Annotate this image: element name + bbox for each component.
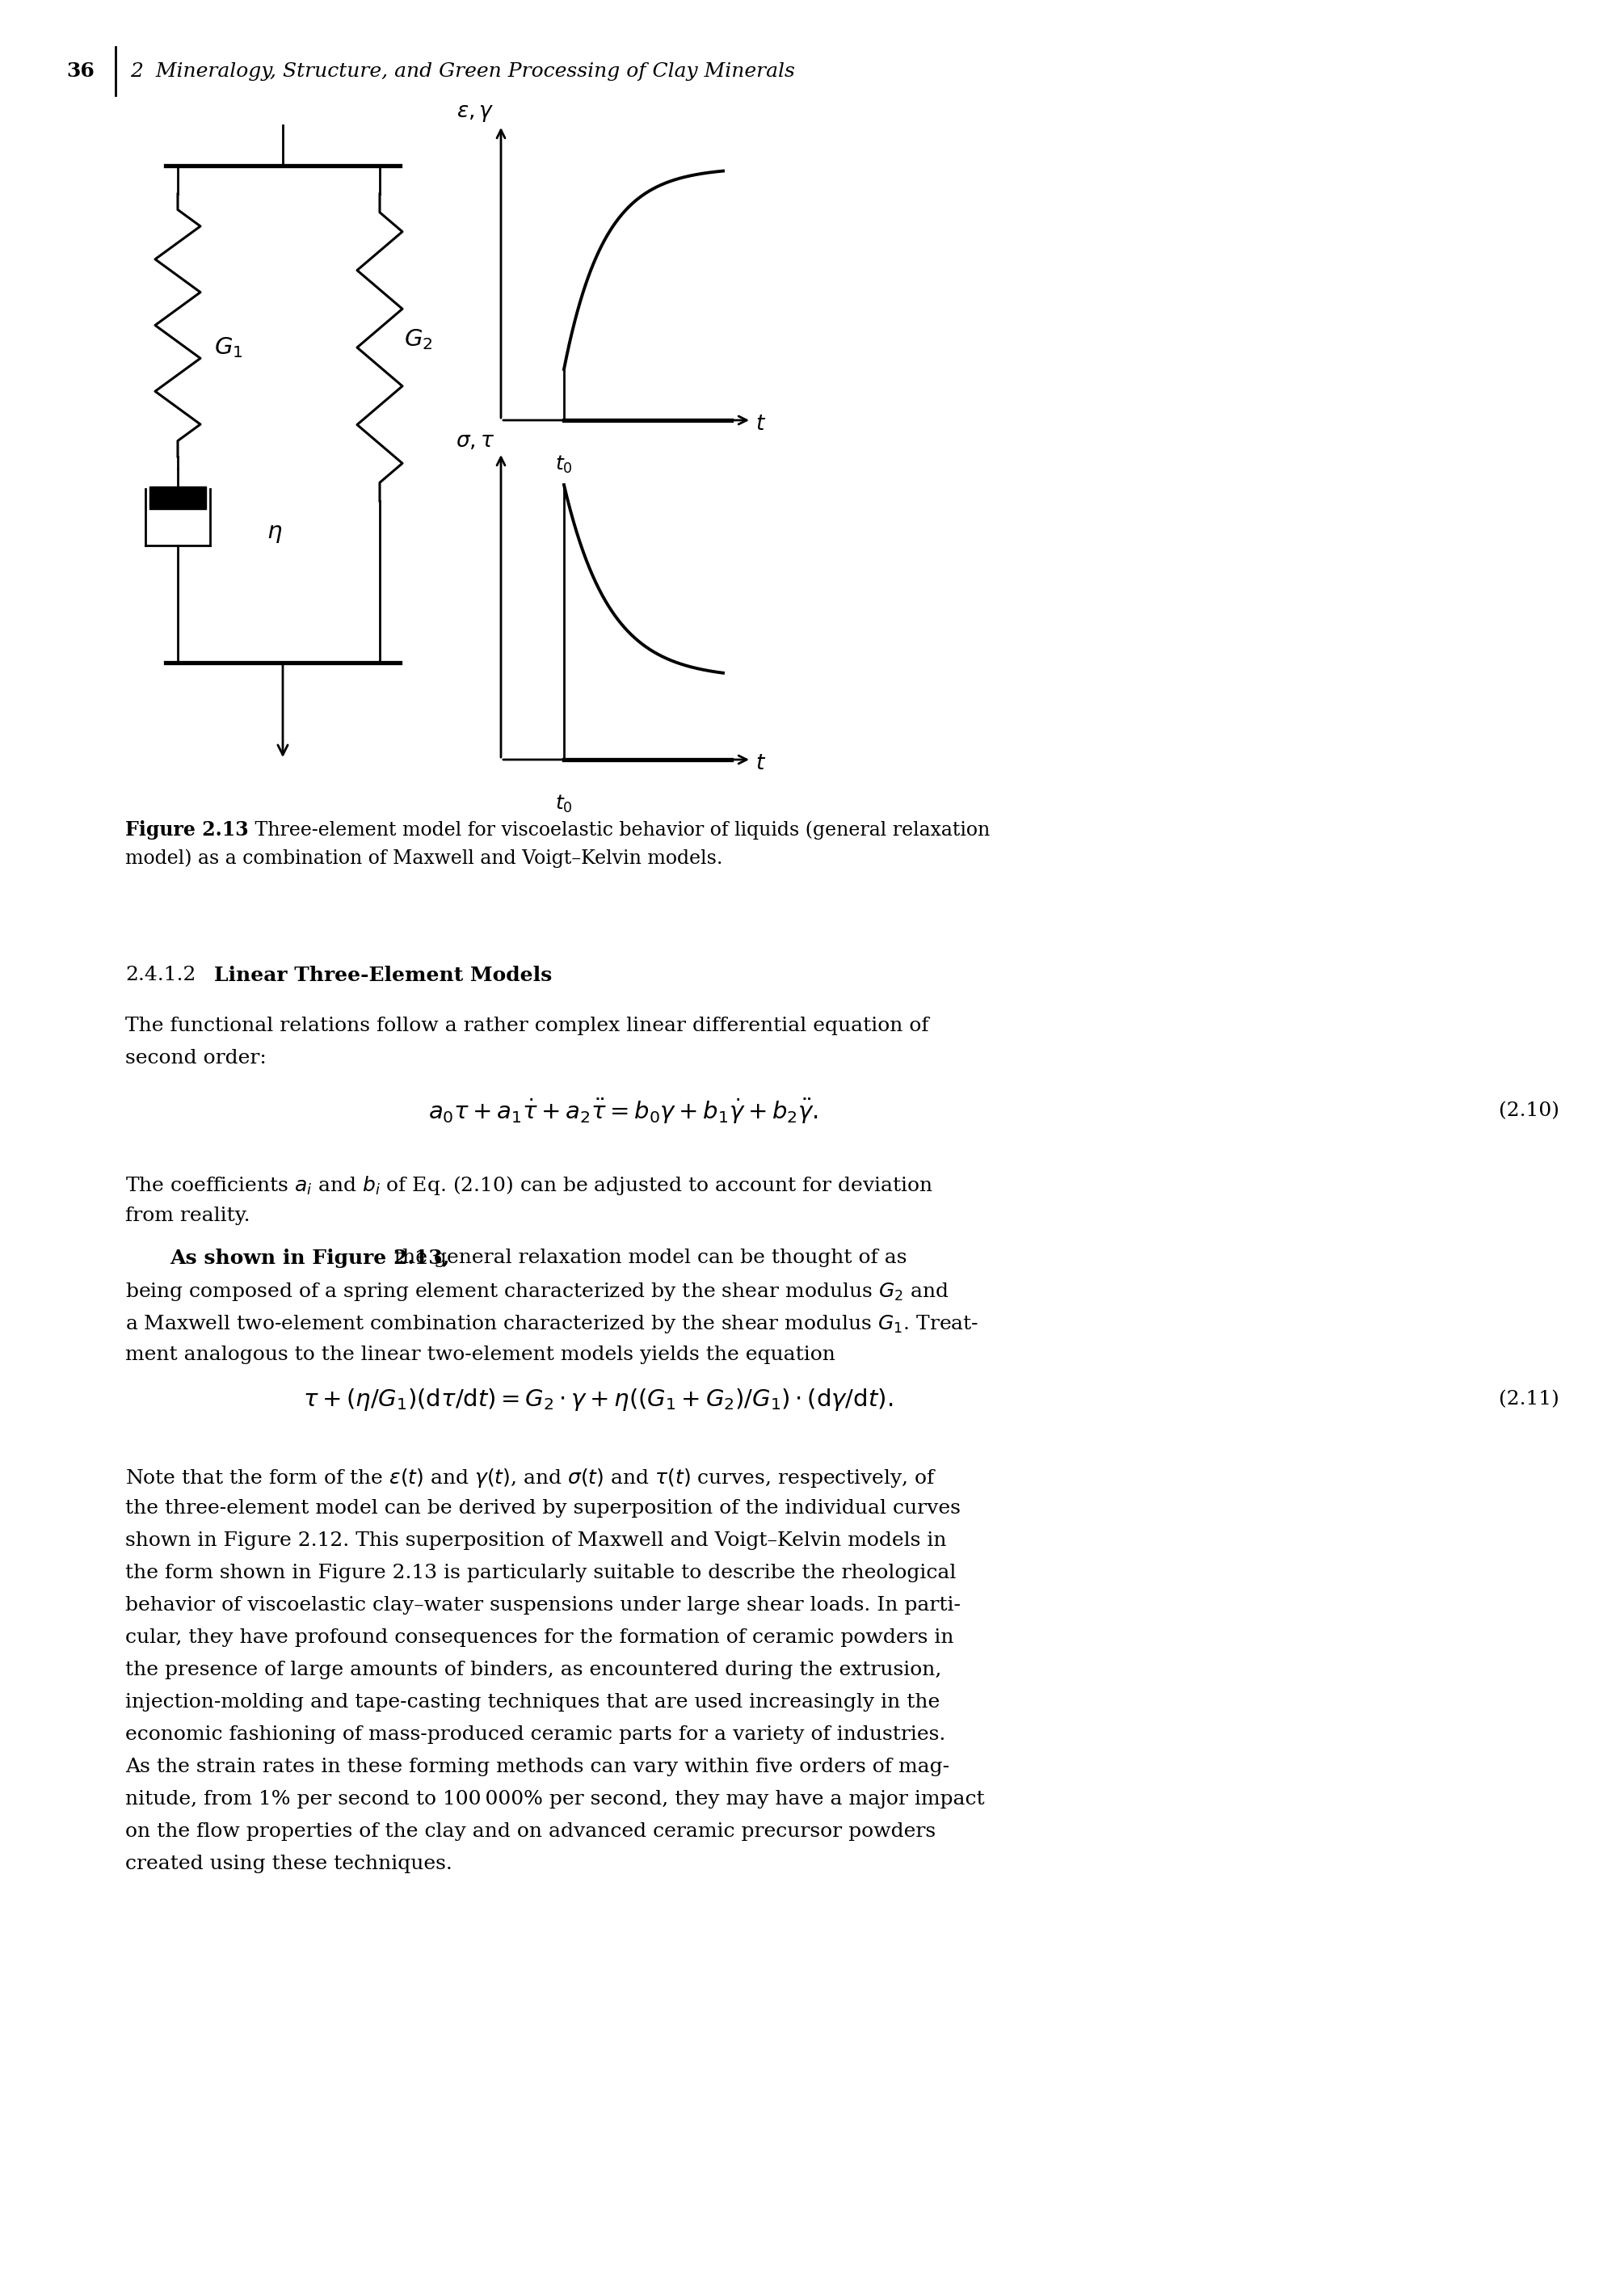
Text: $t_0$: $t_0$ [555,454,573,474]
Text: the presence of large amounts of binders, as encountered during the extrusion,: the presence of large amounts of binders… [125,1661,942,1679]
Text: on the flow properties of the clay and on advanced ceramic precursor powders: on the flow properties of the clay and o… [125,1821,935,1842]
Text: $t$: $t$ [755,415,767,435]
Text: $t_0$: $t_0$ [555,793,573,816]
Text: (2.10): (2.10) [1499,1102,1559,1120]
Text: a Maxwell two-element combination characterized by the shear modulus $G_1$. Trea: a Maxwell two-element combination charac… [125,1313,979,1336]
Text: behavior of viscoelastic clay–water suspensions under large shear loads. In part: behavior of viscoelastic clay–water susp… [125,1597,961,1615]
Text: $G_1$: $G_1$ [214,334,244,360]
Text: nitude, from 1% per second to 100 000% per second, they may have a major impact: nitude, from 1% per second to 100 000% p… [125,1789,984,1808]
Text: injection-molding and tape-casting techniques that are used increasingly in the: injection-molding and tape-casting techn… [125,1693,940,1711]
Text: from reality.: from reality. [125,1207,250,1226]
Text: $G_2$: $G_2$ [404,328,432,351]
Text: Linear Three-Element Models: Linear Three-Element Models [214,967,552,985]
Text: model) as a combination of Maxwell and Voigt–Kelvin models.: model) as a combination of Maxwell and V… [125,848,723,868]
Text: the general relaxation model can be thought of as: the general relaxation model can be thou… [388,1249,906,1267]
Text: $\tau + (\eta/G_1)(\mathrm{d}\tau/\mathrm{d}t) = G_2 \cdot \gamma + \eta((G_1 + : $\tau + (\eta/G_1)(\mathrm{d}\tau/\mathr… [304,1386,893,1414]
Text: (2.11): (2.11) [1499,1391,1559,1409]
Text: 2  Mineralogy, Structure, and Green Processing of Clay Minerals: 2 Mineralogy, Structure, and Green Proce… [130,62,794,80]
Text: $\sigma,\tau$: $\sigma,\tau$ [455,431,494,451]
Text: created using these techniques.: created using these techniques. [125,1856,453,1874]
Text: Figure 2.13: Figure 2.13 [125,820,248,839]
Bar [149,486,206,509]
Text: economic fashioning of mass-produced ceramic parts for a variety of industries.: economic fashioning of mass-produced cer… [125,1725,945,1743]
Text: The coefficients $a_i$ and $b_i$ of Eq. (2.10) can be adjusted to account for de: The coefficients $a_i$ and $b_i$ of Eq. … [125,1175,934,1196]
Text: 36: 36 [67,62,94,80]
Text: second order:: second order: [125,1049,266,1068]
Text: the three-element model can be derived by superposition of the individual curves: the three-element model can be derived b… [125,1498,960,1517]
Text: Note that the form of the $\varepsilon(t)$ and $\gamma(t)$, and $\sigma(t)$ and : Note that the form of the $\varepsilon(t… [125,1466,937,1489]
Text: being composed of a spring element characterized by the shear modulus $G_2$ and: being composed of a spring element chara… [125,1281,948,1304]
Text: cular, they have profound consequences for the formation of ceramic powders in: cular, they have profound consequences f… [125,1629,953,1647]
Text: shown in Figure 2.12. This superposition of Maxwell and Voigt–Kelvin models in: shown in Figure 2.12. This superposition… [125,1530,947,1551]
Text: $a_0\tau + a_1\dot{\tau} + a_2\ddot{\tau} = b_0\gamma + b_1\dot{\gamma} + b_2\dd: $a_0\tau + a_1\dot{\tau} + a_2\ddot{\tau… [429,1097,818,1125]
Text: the form shown in Figure 2.13 is particularly suitable to describe the rheologic: the form shown in Figure 2.13 is particu… [125,1565,957,1583]
Text: As the strain rates in these forming methods can vary within five orders of mag-: As the strain rates in these forming met… [125,1757,950,1776]
Text: As shown in Figure 2.13,: As shown in Figure 2.13, [169,1249,450,1267]
Text: Three-element model for viscoelastic behavior of liquids (general relaxation: Three-element model for viscoelastic beh… [237,820,991,839]
Text: The functional relations follow a rather complex linear differential equation of: The functional relations follow a rather… [125,1017,929,1036]
Text: 2.4.1.2: 2.4.1.2 [125,967,197,985]
Text: $\eta$: $\eta$ [266,522,283,545]
Text: $t$: $t$ [755,754,767,774]
Text: $\varepsilon,\gamma$: $\varepsilon,\gamma$ [456,103,494,124]
Text: ment analogous to the linear two-element models yields the equation: ment analogous to the linear two-element… [125,1345,835,1363]
